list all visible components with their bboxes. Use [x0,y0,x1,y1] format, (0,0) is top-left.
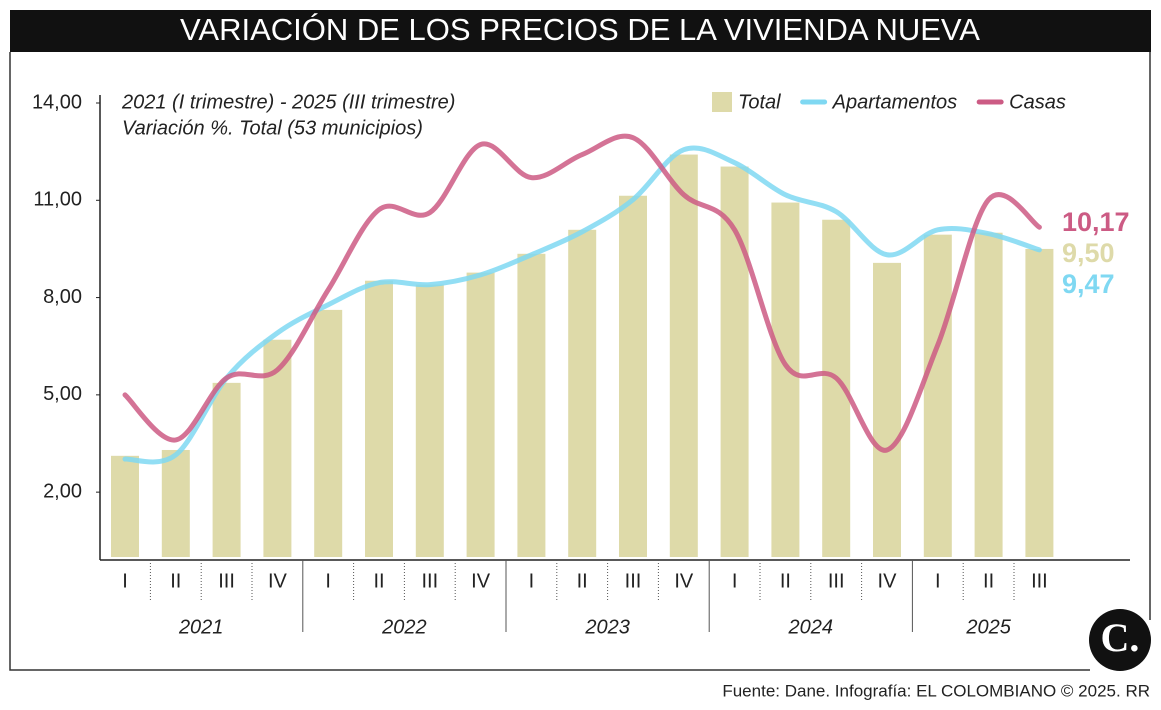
bar [669,154,698,557]
x-tick-label: III [1031,570,1048,592]
bar [212,382,241,557]
y-tick-label: 8,00 [43,286,82,308]
line [122,133,1042,453]
x-tick-label: I [732,570,738,592]
x-tick-label: II [170,570,181,592]
x-tick-label: I [122,570,128,592]
x-tick-label: III [625,570,642,592]
bar [568,229,597,557]
bar [873,262,901,557]
x-tick-label: II [780,570,791,592]
x-tick-label: II [577,570,588,592]
frame [9,52,1151,671]
note: Variación %. Total (53 municipios) [122,117,423,139]
subtitle: 2021 (I trimestre) - 2025 (III trimestre… [121,91,455,113]
bar [314,309,343,557]
bar [161,449,190,557]
year-label: 2024 [788,616,834,638]
y-tick-label: 14,00 [32,91,82,113]
legend-label: Total [738,91,781,113]
x-tick-label: I [529,570,535,592]
bar [365,280,393,557]
value-label: 9,50 [1062,238,1115,268]
legend-label: Apartamentos [832,91,958,113]
bar [974,232,1003,557]
x-tick-label: III [421,570,438,592]
year-label: 2023 [584,616,630,638]
chart-title: VARIACIÓN DE LOS PRECIOS DE LA VIVIENDA … [180,12,980,47]
x-tick-label: III [828,570,845,592]
y-tick-label: 5,00 [43,383,82,405]
value-label: 9,47 [1062,269,1115,299]
year-label: 2025 [965,616,1011,638]
year-label: 2021 [178,616,224,638]
logo [1089,609,1151,671]
x-tick-label: IV [471,570,491,592]
year-label: 2022 [381,616,427,638]
x-tick-label: III [218,570,235,592]
x-tick-label: II [373,570,384,592]
bar [771,202,800,557]
header-bar [10,10,1151,52]
x-tick-label: IV [674,570,694,592]
source: Fuente: Dane. Infografía: EL COLOMBIANO … [722,681,1150,700]
x-tick-label: IV [878,570,898,592]
x-tick-label: I [935,570,941,592]
bar [466,272,495,557]
logo-text: C. [1101,615,1140,660]
value-label: 10,17 [1062,207,1130,237]
bar [923,234,952,557]
x-tick-label: I [325,570,331,592]
bar [111,455,139,557]
legend-swatch [712,92,732,112]
legend-label: Casas [1009,91,1066,113]
bar [415,284,444,557]
y-tick-label: 2,00 [43,480,82,502]
bar [1025,248,1054,557]
y-tick-label: 11,00 [33,189,82,211]
bar [517,253,546,558]
line [122,145,1042,465]
x-tick-label: II [983,570,994,592]
bar [619,195,647,557]
x-tick-label: IV [268,570,288,592]
